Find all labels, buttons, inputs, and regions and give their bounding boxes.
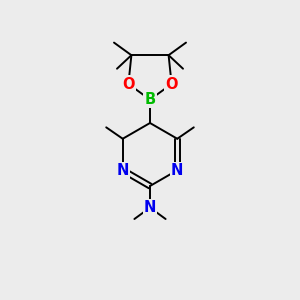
Text: O: O: [122, 76, 135, 92]
Text: N: N: [116, 163, 129, 178]
Text: B: B: [144, 92, 156, 107]
Text: N: N: [171, 163, 184, 178]
Text: N: N: [144, 200, 156, 215]
Text: O: O: [165, 76, 178, 92]
